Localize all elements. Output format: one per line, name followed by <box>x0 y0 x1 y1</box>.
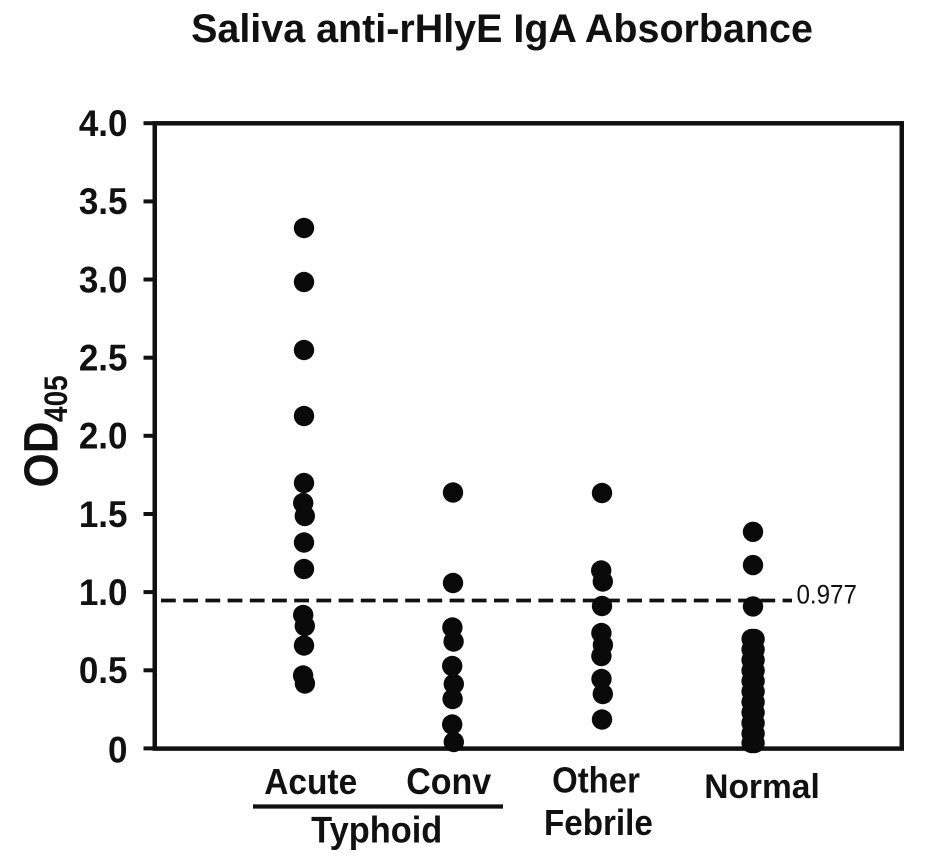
svg-text:Febrile: Febrile <box>544 804 653 844</box>
svg-text:0.5: 0.5 <box>79 650 128 691</box>
svg-text:2.0: 2.0 <box>79 416 128 457</box>
svg-text:2.5: 2.5 <box>79 338 128 379</box>
svg-text:Typhoid: Typhoid <box>311 810 442 851</box>
svg-text:3.5: 3.5 <box>79 181 128 222</box>
svg-text:3.0: 3.0 <box>79 260 128 301</box>
svg-text:Acute: Acute <box>264 762 357 803</box>
svg-text:4.0: 4.0 <box>79 103 128 144</box>
svg-text:1.0: 1.0 <box>79 572 128 613</box>
svg-text:0.977: 0.977 <box>797 580 857 609</box>
svg-text:1.5: 1.5 <box>79 494 128 535</box>
svg-text:405: 405 <box>39 375 74 422</box>
svg-text:0: 0 <box>108 730 127 771</box>
svg-text:Conv: Conv <box>406 761 491 803</box>
svg-text:Saliva anti-rHlyE IgA Absorban: Saliva anti-rHlyE IgA Absorbance <box>191 7 813 51</box>
svg-text:OD: OD <box>14 422 68 488</box>
svg-text:Normal: Normal <box>704 768 820 807</box>
svg-text:Other: Other <box>552 761 640 801</box>
